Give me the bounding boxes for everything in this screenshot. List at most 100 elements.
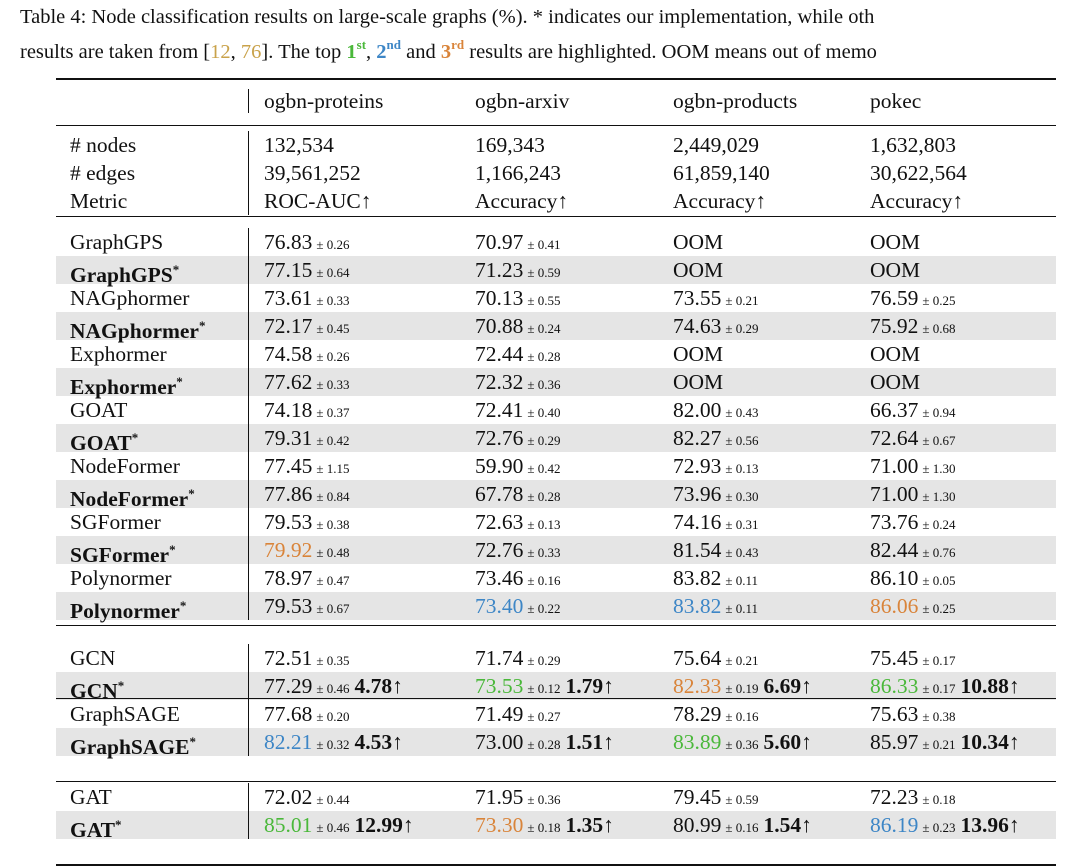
result-value: 72.17 bbox=[264, 314, 313, 338]
result-value: 73.30 bbox=[475, 813, 524, 837]
result-std: ± 1.30 bbox=[922, 461, 956, 476]
result-cell: 83.82 ± 0.11 bbox=[673, 564, 758, 595]
result-std: ± 0.42 bbox=[316, 433, 350, 448]
result-value: 74.63 bbox=[673, 314, 722, 338]
method-name: GAT bbox=[70, 783, 112, 811]
method-name-text: GOAT bbox=[70, 398, 128, 422]
result-std: ± 0.46 bbox=[316, 820, 350, 835]
result-std: ± 0.26 bbox=[316, 237, 350, 252]
caption-line-1: Table 4: Node classification results on … bbox=[20, 6, 875, 28]
result-value: 72.32 bbox=[475, 370, 524, 394]
stat-value: 39,561,252 bbox=[264, 161, 361, 185]
result-cell: 71.00 ± 1.30 bbox=[870, 480, 956, 511]
result-cell: 77.29 ± 0.46 4.78↑ bbox=[264, 672, 403, 703]
method-name-text: GCN bbox=[70, 646, 116, 670]
improvement-value: 10.34↑ bbox=[960, 730, 1020, 754]
method-name: GCN bbox=[70, 644, 115, 672]
column-header: pokec bbox=[870, 89, 922, 113]
implementation-star: * bbox=[176, 374, 183, 389]
result-value: 72.64 bbox=[870, 426, 919, 450]
method-name-text: Polynormer bbox=[70, 566, 172, 590]
result-value: OOM bbox=[870, 230, 921, 254]
table-row: GCN* 77.29 ± 0.46 4.78↑ 73.53 ± 0.12 1.79↑ 82.3… bbox=[56, 672, 1056, 703]
result-value: 78.97 bbox=[264, 566, 313, 590]
implementation-star: * bbox=[115, 817, 122, 832]
result-value: 74.16 bbox=[673, 510, 722, 534]
caption-line-2: results are taken from [12, 76]. The top… bbox=[20, 31, 1080, 66]
result-cell: 74.18 ± 0.37 bbox=[264, 396, 350, 427]
result-std: ± 0.55 bbox=[527, 293, 561, 308]
result-value: 79.53 bbox=[264, 510, 313, 534]
citation-link-12[interactable]: 12 bbox=[210, 41, 231, 63]
result-std: ± 0.37 bbox=[316, 405, 350, 420]
improvement-value: 1.35↑ bbox=[565, 813, 614, 837]
result-cell: 82.00 ± 0.43 bbox=[673, 396, 759, 427]
result-cell: 76.83 ± 0.26 bbox=[264, 228, 350, 259]
table-row: Metric ROC-AUC↑ Accuracy↑ Accuracy↑ Accuracy… bbox=[56, 187, 1056, 215]
result-value: 72.76 bbox=[475, 426, 524, 450]
result-std: ± 0.23 bbox=[922, 820, 956, 835]
result-value: 72.44 bbox=[475, 342, 524, 366]
caption-text: results are highlighted. OOM means out o… bbox=[464, 41, 877, 63]
second-rank-label: 2nd bbox=[376, 37, 402, 63]
method-name-text: GraphSAGE bbox=[70, 735, 190, 759]
improvement-value: 5.60↑ bbox=[763, 730, 812, 754]
result-std: ± 0.59 bbox=[527, 265, 561, 280]
result-std: ± 0.12 bbox=[527, 681, 561, 696]
result-value: 73.53 bbox=[475, 674, 524, 698]
result-cell: 72.76 ± 0.33 bbox=[475, 536, 561, 567]
caption-text: , bbox=[366, 41, 377, 63]
result-value: 71.00 bbox=[870, 454, 919, 478]
result-value: 73.61 bbox=[264, 286, 313, 310]
result-value: OOM bbox=[673, 370, 724, 394]
improvement-value: 4.53↑ bbox=[354, 730, 403, 754]
result-std: ± 0.32 bbox=[316, 737, 350, 752]
result-cell: 75.45 ± 0.17 bbox=[870, 644, 956, 675]
result-value: 82.00 bbox=[673, 398, 722, 422]
citation-link-76[interactable]: 76 bbox=[240, 41, 262, 63]
result-cell: OOM bbox=[673, 340, 723, 368]
column-header: ogbn-proteins bbox=[264, 89, 384, 113]
result-value: 75.63 bbox=[870, 702, 919, 726]
result-cell: 67.78 ± 0.28 bbox=[475, 480, 561, 511]
result-value: OOM bbox=[870, 370, 921, 394]
result-cell: OOM bbox=[870, 340, 920, 368]
result-std: ± 0.43 bbox=[725, 545, 759, 560]
result-cell: 81.54 ± 0.43 bbox=[673, 536, 759, 567]
table-caption: Table 4: Node classification results on … bbox=[20, 4, 1080, 66]
result-value: 82.44 bbox=[870, 538, 919, 562]
method-name: SGFormer* bbox=[70, 536, 176, 569]
result-cell: 70.88 ± 0.24 bbox=[475, 312, 561, 343]
improvement-value: 6.69↑ bbox=[763, 674, 812, 698]
caption-text: ]. The top bbox=[261, 41, 347, 63]
implementation-star: * bbox=[169, 542, 176, 557]
result-cell: 86.19 ± 0.23 13.96↑ bbox=[870, 811, 1020, 842]
result-cell: 72.63 ± 0.13 bbox=[475, 508, 561, 539]
method-name-text: GAT bbox=[70, 818, 115, 842]
result-cell: 77.62 ± 0.33 bbox=[264, 368, 350, 399]
result-value: 83.82 bbox=[673, 594, 722, 618]
improvement-value: 13.96↑ bbox=[960, 813, 1020, 837]
result-value: 83.82 bbox=[673, 566, 722, 590]
result-cell: 72.32 ± 0.36 bbox=[475, 368, 561, 399]
result-std: ± 0.46 bbox=[316, 681, 350, 696]
result-std: ± 0.84 bbox=[316, 489, 350, 504]
result-cell: 86.33 ± 0.17 10.88↑ bbox=[870, 672, 1020, 703]
method-name: SGFormer bbox=[70, 508, 161, 536]
method-name-text: SGFormer bbox=[70, 543, 170, 567]
result-cell: 70.97 ± 0.41 bbox=[475, 228, 561, 259]
result-std: ± 0.17 bbox=[922, 681, 956, 696]
table-row: # nodes 132,534 169,343 2,449,029 1,632,803 bbox=[56, 131, 1056, 159]
result-cell: 82.27 ± 0.56 bbox=[673, 424, 759, 455]
result-cell: 82.33 ± 0.19 6.69↑ bbox=[673, 672, 812, 703]
column-header: ogbn-products bbox=[673, 89, 798, 113]
stat-value: ROC-AUC↑ bbox=[264, 189, 372, 213]
result-value: 76.59 bbox=[870, 286, 919, 310]
table-row: GraphGPS 76.83 ± 0.26 70.97 ± 0.41 OOM OOM bbox=[56, 228, 1056, 256]
method-name: Polynormer* bbox=[70, 592, 186, 625]
method-name-text: GAT bbox=[70, 785, 112, 809]
result-value: 73.96 bbox=[673, 482, 722, 506]
result-std: ± 0.43 bbox=[725, 405, 759, 420]
result-cell: 71.23 ± 0.59 bbox=[475, 256, 561, 287]
method-name-text: GOAT bbox=[70, 431, 132, 455]
